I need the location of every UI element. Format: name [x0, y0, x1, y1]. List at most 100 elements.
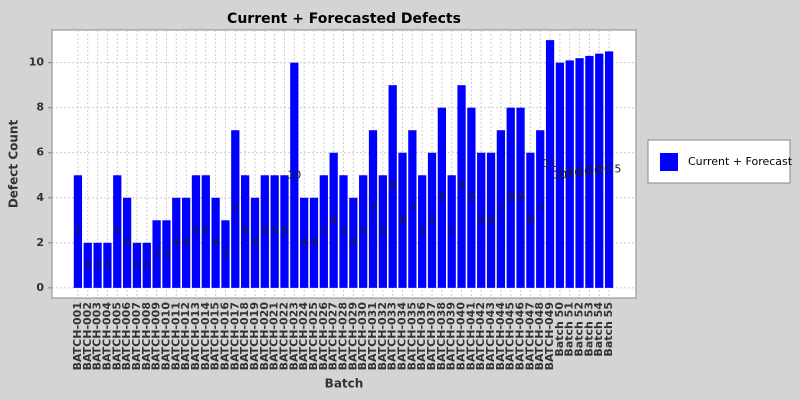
y-tick-label: 0 — [36, 281, 44, 294]
bar — [595, 53, 604, 288]
bar — [142, 242, 151, 288]
value-label: 6 — [488, 213, 495, 226]
bar — [447, 175, 456, 288]
bar — [477, 152, 486, 288]
value-label: 2 — [104, 258, 111, 271]
value-label: 4 — [301, 236, 308, 249]
bar — [162, 220, 171, 288]
x-tick-label: Batch 55 — [602, 302, 615, 357]
x-tick-label: BATCH-011 — [169, 302, 182, 370]
x-tick-label: BATCH-040 — [455, 302, 468, 371]
bar — [368, 130, 378, 288]
x-tick-label: BATCH-026 — [317, 302, 330, 371]
value-label: 4 — [310, 236, 317, 249]
x-tick-label: BATCH-046 — [514, 302, 527, 371]
x-tick-label: BATCH-035 — [405, 302, 418, 370]
x-tick-label: BATCH-016 — [218, 302, 231, 371]
value-label: 2 — [94, 258, 101, 271]
x-tick-label: Batch 53 — [582, 302, 595, 357]
bar — [241, 175, 250, 288]
legend-label: Current + Forecast — [688, 155, 793, 168]
x-tick-label: BATCH-039 — [445, 302, 458, 370]
x-tick-label: BATCH-019 — [248, 302, 261, 370]
x-tick-label: BATCH-009 — [150, 302, 163, 370]
value-label: 4 — [124, 236, 131, 249]
value-label: 6 — [399, 213, 406, 226]
x-tick-label: BATCH-034 — [396, 302, 409, 371]
bar — [309, 197, 319, 288]
x-tick-label: BATCH-029 — [346, 302, 359, 370]
bar — [260, 175, 269, 288]
x-tick-label: Batch 54 — [592, 302, 605, 357]
x-tick-label: BATCH-018 — [238, 302, 251, 370]
value-label: 9 — [389, 180, 396, 193]
x-tick-label: BATCH-037 — [425, 302, 438, 370]
x-tick-label: BATCH-044 — [494, 302, 507, 371]
x-tick-label: BATCH-012 — [179, 302, 192, 370]
bar — [536, 130, 545, 288]
bar — [231, 130, 240, 288]
value-label: 8 — [517, 191, 524, 204]
bar — [575, 58, 584, 288]
value-label: 7 — [497, 202, 504, 215]
x-tick-label: BATCH-008 — [140, 302, 153, 370]
x-tick-label: BATCH-027 — [327, 302, 340, 370]
x-tick-label: BATCH-003 — [91, 302, 104, 370]
y-tick-label: 4 — [36, 191, 44, 204]
value-label: 4 — [173, 236, 180, 249]
y-tick-label: 10 — [29, 56, 45, 69]
value-label: 5 — [360, 225, 367, 238]
x-tick-label: BATCH-032 — [376, 302, 389, 370]
value-label: 3 — [153, 247, 160, 260]
value-label: 7 — [232, 202, 239, 215]
bar — [280, 175, 289, 288]
legend-swatch — [660, 153, 678, 171]
chart-title: Current + Forecasted Defects — [227, 11, 461, 27]
bar — [555, 62, 565, 288]
x-tick-label: BATCH-014 — [199, 302, 212, 371]
bar — [359, 175, 368, 288]
value-label: 5 — [261, 225, 268, 238]
x-tick-label: BATCH-049 — [543, 302, 556, 370]
bar — [329, 152, 338, 288]
bar — [418, 175, 427, 288]
value-label: 5 — [202, 225, 209, 238]
value-label: 5 — [340, 225, 347, 238]
bar — [250, 197, 260, 288]
x-axis-label: Batch — [325, 377, 364, 391]
x-tick-label: BATCH-042 — [474, 302, 487, 370]
value-label: 5 — [74, 225, 81, 238]
value-label: 3 — [222, 247, 229, 260]
value-label: 8 — [468, 191, 475, 204]
value-label: 10.5 — [597, 163, 622, 176]
x-tick-label: BATCH-013 — [189, 302, 202, 370]
x-tick-label: BATCH-017 — [228, 302, 241, 370]
x-tick-label: BATCH-024 — [297, 302, 310, 371]
bar — [103, 242, 112, 288]
bar — [191, 175, 201, 288]
y-axis-label: Defect Count — [7, 120, 21, 209]
x-tick-label: BATCH-031 — [366, 302, 379, 370]
x-tick-label: BATCH-045 — [504, 302, 517, 370]
value-label: 6 — [330, 213, 337, 226]
bar — [516, 107, 525, 288]
x-tick-label: BATCH-023 — [287, 302, 300, 370]
bar — [496, 130, 506, 288]
x-tick-label: Batch 51 — [563, 302, 576, 357]
bar — [486, 152, 496, 288]
value-label: 5 — [271, 225, 278, 238]
value-label: 5 — [242, 225, 249, 238]
x-tick-label: BATCH-030 — [356, 302, 369, 371]
value-label: 8 — [438, 191, 445, 204]
value-label: 10 — [287, 168, 301, 181]
x-tick-label: BATCH-020 — [258, 302, 271, 371]
x-tick-label: BATCH-025 — [307, 302, 320, 370]
bar — [398, 152, 407, 288]
bar — [378, 175, 387, 288]
value-label: 5 — [448, 225, 455, 238]
x-tick-label: BATCH-041 — [464, 302, 477, 370]
bar — [349, 197, 358, 288]
value-label: 2 — [84, 258, 91, 271]
x-tick-label: BATCH-022 — [277, 302, 290, 370]
